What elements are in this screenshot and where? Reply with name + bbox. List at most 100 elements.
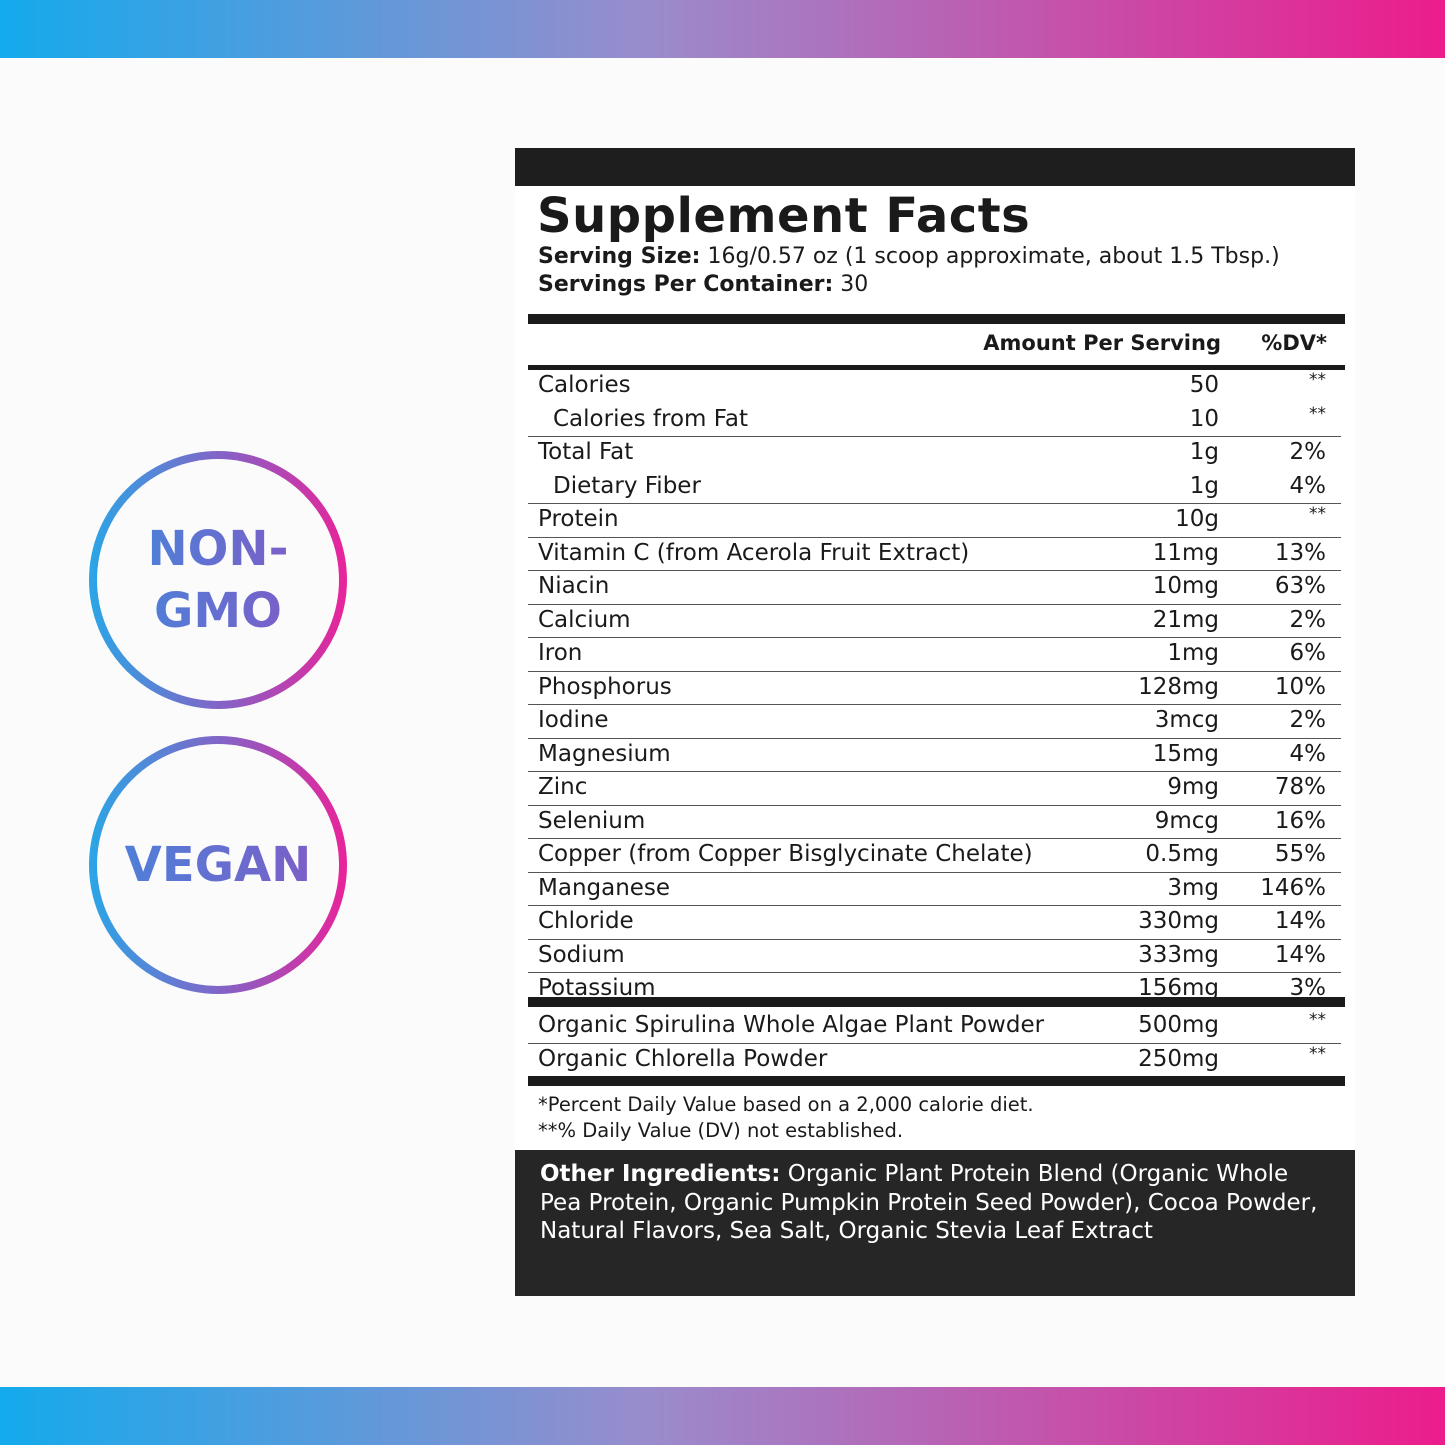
nutrient-daily-value: 78%: [1274, 774, 1326, 800]
nutrient-amount: 3mg: [1167, 874, 1219, 901]
nutrient-daily-value: 14%: [1274, 908, 1326, 934]
nutrient-daily-value: 4%: [1289, 472, 1327, 499]
nutrient-name: Magnesium: [538, 740, 671, 767]
header-rule: [528, 365, 1345, 370]
non-gmo-line-1: NON-: [147, 521, 289, 577]
nutrient-row: Copper (from Copper Bisglycinate Chelate…: [528, 839, 1341, 873]
nutrient-row: Vitamin C (from Acerola Fruit Extract) 11…: [528, 538, 1341, 571]
nutrient-name: Phosphorus: [538, 673, 672, 700]
panel-top-bar: [515, 148, 1355, 186]
nutrient-name: Dietary Fiber: [553, 472, 701, 499]
nutrient-amount: 1mg: [1167, 640, 1219, 666]
nutrient-amount: 10g: [1175, 506, 1219, 532]
nutrient-daily-value: 55%: [1274, 841, 1326, 867]
other-ingredients: Other Ingredients: Organic Plant Protein…: [515, 1150, 1355, 1296]
nutrient-row: Protein 10g **: [528, 504, 1341, 538]
nutrient-row: Dietary Fiber 1g 4%: [528, 471, 1341, 504]
nutrient-name: Copper (from Copper Bisglycinate Chelate…: [538, 841, 1033, 867]
nutrient-table: Calories 50 ** Calories from Fat 10 ** Total F…: [528, 370, 1341, 1007]
nutrient-row: Iodine 3mcg 2%: [528, 705, 1341, 739]
nutrient-amount: 0.5mg: [1145, 841, 1219, 867]
vegan-badge-text: VEGAN: [125, 834, 312, 896]
nutrient-name: Organic Spirulina Whole Algae Plant Powd…: [538, 1012, 1045, 1038]
nutrient-daily-value: 16%: [1274, 807, 1326, 834]
nutrient-row: Sodium 333mg 14%: [528, 940, 1341, 973]
nutrient-daily-value: 14%: [1274, 941, 1326, 968]
nutrient-amount: 11mg: [1152, 539, 1219, 566]
nutrient-amount: 50: [1189, 372, 1219, 398]
non-gmo-line-2: GMO: [154, 583, 282, 639]
vegan-badge-inner: VEGAN: [97, 744, 339, 986]
nutrient-name: Niacin: [538, 573, 610, 599]
nutrient-name: Vitamin C (from Acerola Fruit Extract): [538, 539, 970, 566]
nutrient-daily-value: **: [1309, 504, 1326, 524]
nutrient-amount: 10: [1189, 405, 1219, 432]
nutrient-amount: 3mcg: [1154, 707, 1219, 733]
other-ingredients-label: Other Ingredients:: [540, 1161, 781, 1187]
header-amount-per-serving: Amount Per Serving: [983, 331, 1221, 355]
nutrient-row: Chloride 330mg 14%: [528, 906, 1341, 940]
supplement-facts-panel: Supplement Facts Serving Size: 16g/0.57 …: [515, 148, 1355, 1296]
nutrient-daily-value: **: [1309, 1043, 1326, 1064]
nutrient-name: Manganese: [538, 874, 671, 901]
nutrient-row: Zinc 9mg 78%: [528, 772, 1341, 806]
nutrient-amount: 156mg: [1138, 975, 1219, 1001]
nutrient-name: Chloride: [538, 908, 634, 934]
nutrient-name: Protein: [538, 506, 619, 532]
nutrient-name: Sodium: [538, 941, 625, 968]
nutrient-amount: 15mg: [1152, 740, 1219, 767]
nutrient-daily-value: 10%: [1274, 673, 1326, 700]
nutrient-amount: 9mcg: [1154, 807, 1219, 834]
nutrient-name: Iron: [538, 640, 583, 666]
nutrient-amount: 10mg: [1152, 573, 1219, 599]
nutrient-name: Organic Chlorella Powder: [538, 1045, 828, 1072]
other-ingredients-text: Organic Plant Protein Blend (Organic Who…: [540, 1161, 1318, 1244]
nutrient-name: Potassium: [538, 975, 656, 1001]
nutrient-amount: 333mg: [1138, 941, 1219, 968]
nutrient-row: Organic Spirulina Whole Algae Plant Powd…: [528, 1010, 1341, 1044]
nutrient-row: Manganese 3mg 146%: [528, 873, 1341, 906]
nutrient-row: Potassium 156mg 3%: [528, 973, 1341, 1007]
serving-size-label: Serving Size:: [538, 244, 701, 269]
thick-rule-bottom: [528, 1076, 1345, 1086]
panel-title: Supplement Facts: [537, 188, 1031, 244]
nutrient-daily-value: 2%: [1289, 707, 1327, 733]
nutrient-daily-value: 146%: [1260, 874, 1326, 901]
serving-size-value: 16g/0.57 oz (1 scoop approximate, about …: [707, 244, 1280, 269]
nutrient-daily-value: **: [1309, 1010, 1326, 1030]
nutrient-amount: 500mg: [1138, 1012, 1219, 1038]
servings-per-container-label: Servings Per Container:: [538, 272, 834, 297]
thick-rule-mid: [528, 997, 1345, 1007]
nutrient-row: Iron 1mg 6%: [528, 638, 1341, 672]
nutrient-name: Total Fat: [538, 439, 634, 465]
non-gmo-badge-inner: NON- GMO: [97, 459, 339, 701]
nutrient-row: Selenium 9mcg 16%: [528, 806, 1341, 839]
footnote-percent-dv: *Percent Daily Value based on a 2,000 ca…: [538, 1093, 1034, 1116]
serving-size: Serving Size: 16g/0.57 oz (1 scoop appro…: [538, 244, 1280, 269]
servings-per-container-value: 30: [840, 272, 869, 297]
footnote-dv-not-established: **% Daily Value (DV) not established.: [538, 1119, 904, 1142]
nutrient-row: Phosphorus 128mg 10%: [528, 672, 1341, 705]
vegan-badge: VEGAN: [89, 736, 347, 994]
thick-rule-top: [528, 314, 1345, 324]
nutrient-name: Selenium: [538, 807, 646, 834]
nutrient-amount: 9mg: [1167, 774, 1219, 800]
nutrient-daily-value: 13%: [1274, 539, 1326, 566]
nutrient-amount: 250mg: [1138, 1045, 1219, 1072]
nutrient-daily-value: 2%: [1289, 439, 1327, 465]
nutrient-name: Zinc: [538, 774, 588, 800]
nutrient-daily-value: **: [1309, 403, 1326, 424]
nutrient-name: Calories: [538, 372, 631, 398]
nutrient-daily-value: 2%: [1289, 606, 1327, 633]
nutrient-row: Calcium 21mg 2%: [528, 605, 1341, 638]
nutrient-row: Magnesium 15mg 4%: [528, 739, 1341, 772]
nutrient-name: Iodine: [538, 707, 609, 733]
nutrient-daily-value: 63%: [1274, 573, 1326, 599]
blend-table: Organic Spirulina Whole Algae Plant Powd…: [528, 1010, 1341, 1077]
bottom-gradient-band: [0, 1387, 1445, 1445]
nutrient-row: Organic Chlorella Powder 250mg **: [528, 1044, 1341, 1078]
nutrient-amount: 1g: [1189, 439, 1219, 465]
header-daily-value: %DV*: [1261, 331, 1327, 355]
nutrient-daily-value: 6%: [1289, 640, 1327, 666]
nutrient-row: Niacin 10mg 63%: [528, 571, 1341, 605]
